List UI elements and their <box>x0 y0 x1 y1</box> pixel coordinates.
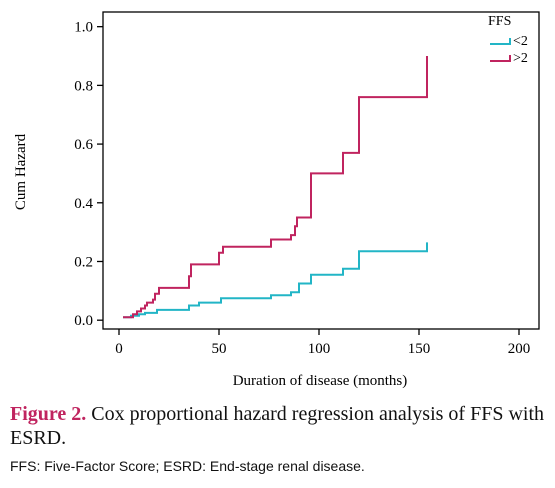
hazard-chart: 0 50 100 150 200 0.0 0.2 0.4 0.6 0.8 1.0 FFS<2 >2 C… <box>13 11 540 389</box>
legend-swatch <box>490 55 511 62</box>
legend-title: FFS <box>488 14 511 29</box>
legend-label: >2 <box>513 51 528 66</box>
chart-axes: 0 50 100 150 200 0.0 0.2 0.4 0.6 0.8 1.0 <box>74 11 540 357</box>
x-tick-label: 150 <box>408 341 431 357</box>
y-axis-label: Cum Hazard <box>13 133 29 210</box>
y-tick-label: 0.6 <box>74 137 93 153</box>
plot-frame <box>102 11 540 330</box>
figure-footnote: FFS: Five-Factor Score; ESRD: End-stage … <box>10 458 365 474</box>
x-axis-label: Duration of disease (months) <box>233 373 408 389</box>
chart-series <box>123 56 428 319</box>
caption-text: Cox proportional hazard regression analy… <box>10 403 545 449</box>
y-tick-label: 0.4 <box>74 196 93 212</box>
x-tick-label: 100 <box>308 341 331 357</box>
x-tick-label: 200 <box>508 341 531 357</box>
y-tick-label: 1.0 <box>74 20 93 36</box>
x-tick-label: 50 <box>212 341 227 357</box>
legend-item-1: <2 <box>490 34 528 49</box>
figure-number: Figure 2. <box>10 403 87 425</box>
series-line-1 <box>123 242 428 319</box>
legend-swatch <box>490 38 511 45</box>
series-line-2 <box>123 56 428 319</box>
legend-label: <2 <box>513 34 528 49</box>
figure-caption: Figure 2. Cox proportional hazard regres… <box>10 402 550 450</box>
chart-legend: FFS<2 >2 <box>488 14 528 66</box>
y-tick-label: 0.2 <box>74 254 93 270</box>
y-tick-label: 0.0 <box>74 313 93 329</box>
x-tick-label: 0 <box>115 341 123 357</box>
legend-item-2: >2 <box>490 51 528 66</box>
y-tick-label: 0.8 <box>74 78 93 94</box>
